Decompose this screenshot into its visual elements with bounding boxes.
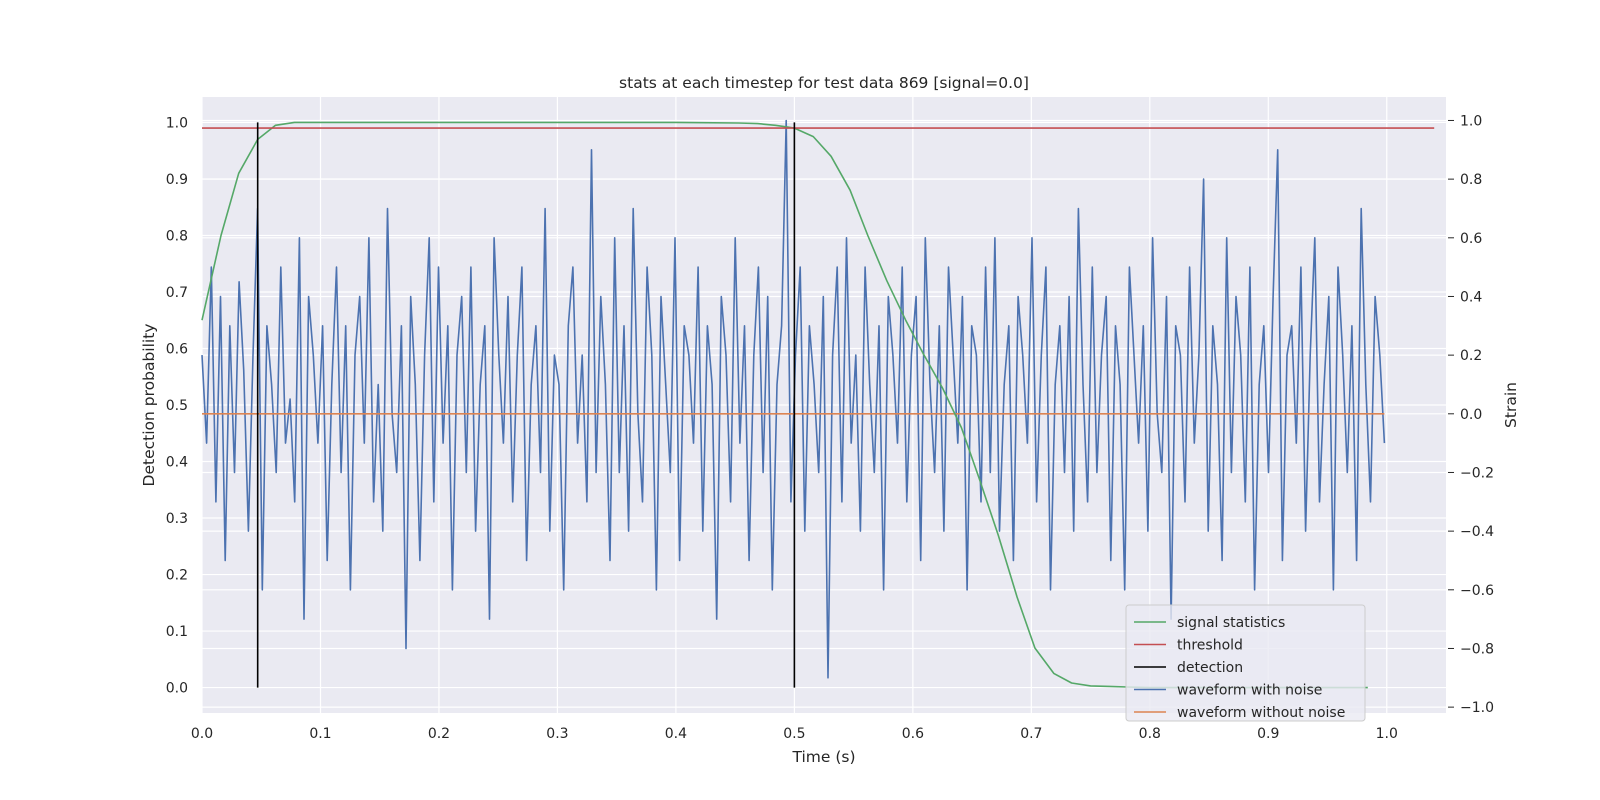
series-line-signal-statistics [201, 121, 1368, 689]
y-left-tick-label: 0.6 [166, 341, 188, 357]
y-right-tick-label: −0.4 [1460, 524, 1494, 540]
y-right-tick-label: 0.2 [1460, 348, 1482, 364]
legend-label: detection [1177, 660, 1243, 676]
y-left-tick-label: 0.8 [166, 228, 188, 244]
y-right-tick-label: −1.0 [1460, 700, 1494, 716]
y-left-tick-label: 0.9 [166, 172, 188, 188]
legend-label: waveform without noise [1177, 705, 1345, 721]
x-tick-label: 0.6 [902, 726, 924, 742]
y-left-tick-label: 0.7 [166, 285, 188, 301]
legend: signal statistics threshold detection wavef… [1125, 604, 1366, 722]
x-tick-label: 0.5 [783, 726, 805, 742]
y-left-tick-label: 0.3 [166, 511, 188, 527]
y-right-tick-label: −0.8 [1460, 641, 1494, 657]
x-tick-label: 0.0 [191, 726, 213, 742]
x-tick-label: 0.9 [1257, 726, 1279, 742]
x-tick-label: 0.3 [546, 726, 568, 742]
y-left-tick-label: 0.0 [166, 681, 188, 697]
legend-label: signal statistics [1177, 615, 1285, 631]
x-axis-label: Time (s) [791, 748, 855, 766]
series-layer [201, 119, 1435, 689]
x-tick-label: 0.7 [1020, 726, 1042, 742]
y-right-tick-label: 0.8 [1460, 172, 1482, 188]
series-line-waveform-with-noise [201, 119, 1386, 679]
y-axis-left: 0.0 0.1 0.2 0.3 0.4 0.5 0.6 0.7 0.8 0.9 1.0 [166, 115, 188, 696]
y-left-tick-label: 1.0 [166, 115, 188, 131]
y-left-tick-label: 0.2 [166, 568, 188, 584]
y-right-tick-label: 0.6 [1460, 231, 1482, 247]
y-right-tick-label: −0.6 [1460, 583, 1494, 599]
legend-label: threshold [1177, 638, 1243, 654]
x-tick-label: 0.8 [1139, 726, 1161, 742]
legend-label: waveform with noise [1177, 683, 1322, 699]
y-left-tick-label: 0.1 [166, 624, 188, 640]
x-tick-label: 0.1 [309, 726, 331, 742]
y-left-tick-label: 0.4 [166, 455, 188, 471]
x-tick-label: 0.4 [665, 726, 687, 742]
x-tick-label: 0.2 [428, 726, 450, 742]
x-tick-label: 1.0 [1376, 726, 1398, 742]
y-axis-right: −1.0 −0.8 −0.6 −0.4 −0.2 0.0 0.2 0.4 0.6 0.8 1.0 [1448, 113, 1494, 716]
y-right-tick-label: 1.0 [1460, 113, 1482, 129]
y-right-tick-label: 0.4 [1460, 289, 1482, 305]
y-axis-right-label: Strain [1502, 382, 1520, 428]
y-left-tick-label: 0.5 [166, 398, 188, 414]
chart-title: stats at each timestep for test data 869… [619, 74, 1029, 92]
y-axis-left-label: Detection probability [140, 324, 158, 487]
legend-box [1125, 604, 1366, 722]
y-right-tick-label: 0.0 [1460, 407, 1482, 423]
x-axis: 0.0 0.1 0.2 0.3 0.4 0.5 0.6 0.7 0.8 0.9 1.0 [191, 726, 1398, 742]
y-right-tick-label: −0.2 [1460, 465, 1494, 481]
